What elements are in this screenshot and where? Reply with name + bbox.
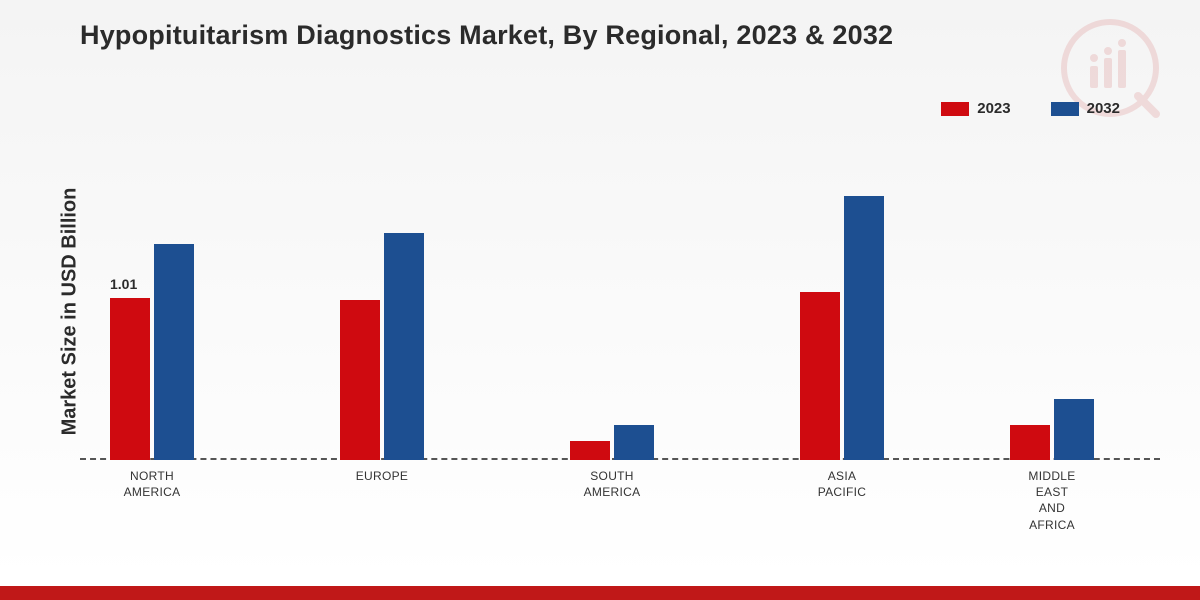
bar-asia-pacific-2023 (800, 292, 840, 460)
bar-europe-2032 (384, 233, 424, 460)
bar-group-south-america (570, 140, 710, 460)
legend-swatch-2032 (1051, 102, 1079, 116)
bar-mea-2023 (1010, 425, 1050, 460)
bar-group-europe (340, 140, 480, 460)
footer-bar (0, 586, 1200, 600)
bar-group-mea (1010, 140, 1150, 460)
legend-item-2032: 2032 (1051, 100, 1120, 117)
legend-swatch-2023 (941, 102, 969, 116)
plot-area: 1.01 (80, 140, 1160, 460)
legend-label-2023: 2023 (977, 100, 1010, 117)
legend-item-2023: 2023 (941, 100, 1010, 117)
x-label-north-america: NORTHAMERICA (82, 468, 222, 500)
bar-value-label: 1.01 (110, 276, 137, 292)
bar-asia-pacific-2032 (844, 196, 884, 460)
y-axis-label: Market Size in USD Billion (59, 182, 82, 442)
legend: 2023 2032 (941, 100, 1120, 117)
bar-south-america-2032 (614, 425, 654, 460)
x-label-europe: EUROPE (312, 468, 452, 484)
x-label-mea: MIDDLEEASTANDAFRICA (982, 468, 1122, 533)
bar-group-north-america: 1.01 (110, 140, 250, 460)
bar-europe-2023 (340, 300, 380, 460)
chart-title: Hypopituitarism Diagnostics Market, By R… (80, 20, 893, 51)
x-label-south-america: SOUTHAMERICA (542, 468, 682, 500)
bar-north-america-2023 (110, 298, 150, 460)
bar-south-america-2023 (570, 441, 610, 460)
legend-label-2032: 2032 (1087, 100, 1120, 117)
x-label-asia-pacific: ASIAPACIFIC (772, 468, 912, 500)
bar-north-america-2032 (154, 244, 194, 460)
bar-mea-2032 (1054, 399, 1094, 460)
bar-group-asia-pacific (800, 140, 940, 460)
